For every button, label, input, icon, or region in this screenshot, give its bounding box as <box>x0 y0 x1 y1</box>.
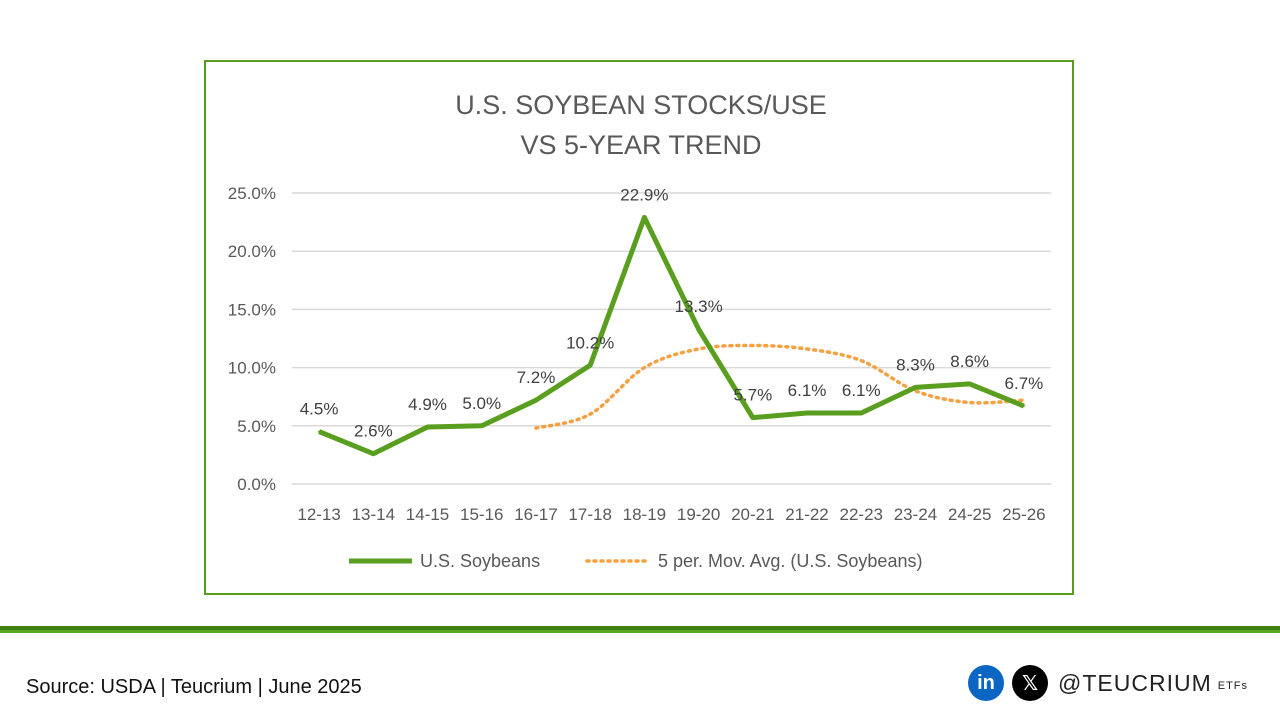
data-label: 13.3% <box>675 297 723 316</box>
x-tick-label: 19-20 <box>677 505 720 524</box>
data-point <box>318 430 321 433</box>
data-label: 8.3% <box>896 355 935 374</box>
data-label: 6.1% <box>788 381 827 400</box>
data-label: 5.7% <box>733 386 772 405</box>
y-tick-label: 5.0% <box>237 417 276 436</box>
y-tick-label: 20.0% <box>228 242 276 261</box>
soybeans-series-line <box>318 214 1025 457</box>
y-tick-label: 10.0% <box>228 359 276 378</box>
data-point <box>643 216 646 219</box>
footer-bar-accent <box>0 630 1280 633</box>
chart-frame: U.S. SOYBEAN STOCKS/USE VS 5-YEAR TREND 0.… <box>204 60 1074 595</box>
chart-title-line: VS 5-YEAR TREND <box>520 130 761 160</box>
data-label: 22.9% <box>620 185 668 204</box>
data-point <box>806 411 809 414</box>
data-label: 5.0% <box>462 394 501 413</box>
data-point <box>968 382 971 385</box>
footer-bar <box>0 626 1280 630</box>
linkedin-icon[interactable]: in <box>968 665 1004 701</box>
legend-label-moving-average: 5 per. Mov. Avg. (U.S. Soybeans) <box>658 551 922 571</box>
data-point <box>372 452 375 455</box>
x-tick-label: 14-15 <box>406 505 449 524</box>
y-tick-label: 15.0% <box>228 300 276 319</box>
data-point <box>751 416 754 419</box>
data-label: 6.7% <box>1005 374 1044 393</box>
x-tick-label: 20-21 <box>731 505 774 524</box>
data-point <box>914 386 917 389</box>
data-point <box>697 328 700 331</box>
x-tick-label: 18-19 <box>623 505 666 524</box>
brand-etfs: ETFs <box>1217 680 1249 692</box>
data-label: 10.2% <box>566 333 614 352</box>
data-label: 8.6% <box>950 352 989 371</box>
data-label: 6.1% <box>842 381 881 400</box>
data-point <box>1022 405 1025 408</box>
x-tick-label: 16-17 <box>514 505 557 524</box>
brand-block: in 𝕏 @TEUCRIUM ETFs <box>968 664 1248 702</box>
x-tick-label: 25-26 <box>1002 505 1045 524</box>
x-tick-label: 12-13 <box>297 505 340 524</box>
x-tick-label: 13-14 <box>352 505 395 524</box>
x-tick-label: 22-23 <box>840 505 883 524</box>
data-point <box>426 425 429 428</box>
y-tick-label: 25.0% <box>228 184 276 203</box>
data-point <box>589 364 592 367</box>
x-tick-label: 21-22 <box>785 505 828 524</box>
source-note: Source: USDA | Teucrium | June 2025 <box>26 676 362 698</box>
data-point <box>480 424 483 427</box>
data-label: 7.2% <box>517 368 556 387</box>
legend-label-soybeans: U.S. Soybeans <box>420 551 540 571</box>
chart-title-line: U.S. SOYBEAN STOCKS/USE <box>455 90 827 120</box>
soybean-stocks-use-chart: U.S. SOYBEAN STOCKS/USE VS 5-YEAR TREND 0.… <box>228 90 1051 571</box>
data-label: 4.5% <box>300 400 339 419</box>
x-tick-label: 17-18 <box>568 505 611 524</box>
brand-handle: @TEUCRIUM <box>1058 669 1212 696</box>
x-icon[interactable]: 𝕏 <box>1012 665 1048 701</box>
data-label: 4.9% <box>408 395 447 414</box>
y-tick-label: 0.0% <box>237 475 276 494</box>
x-tick-label: 24-25 <box>948 505 991 524</box>
data-label: 2.6% <box>354 422 393 441</box>
x-tick-label: 23-24 <box>894 505 937 524</box>
x-tick-label: 15-16 <box>460 505 503 524</box>
data-point <box>534 399 537 402</box>
data-point <box>860 411 863 414</box>
